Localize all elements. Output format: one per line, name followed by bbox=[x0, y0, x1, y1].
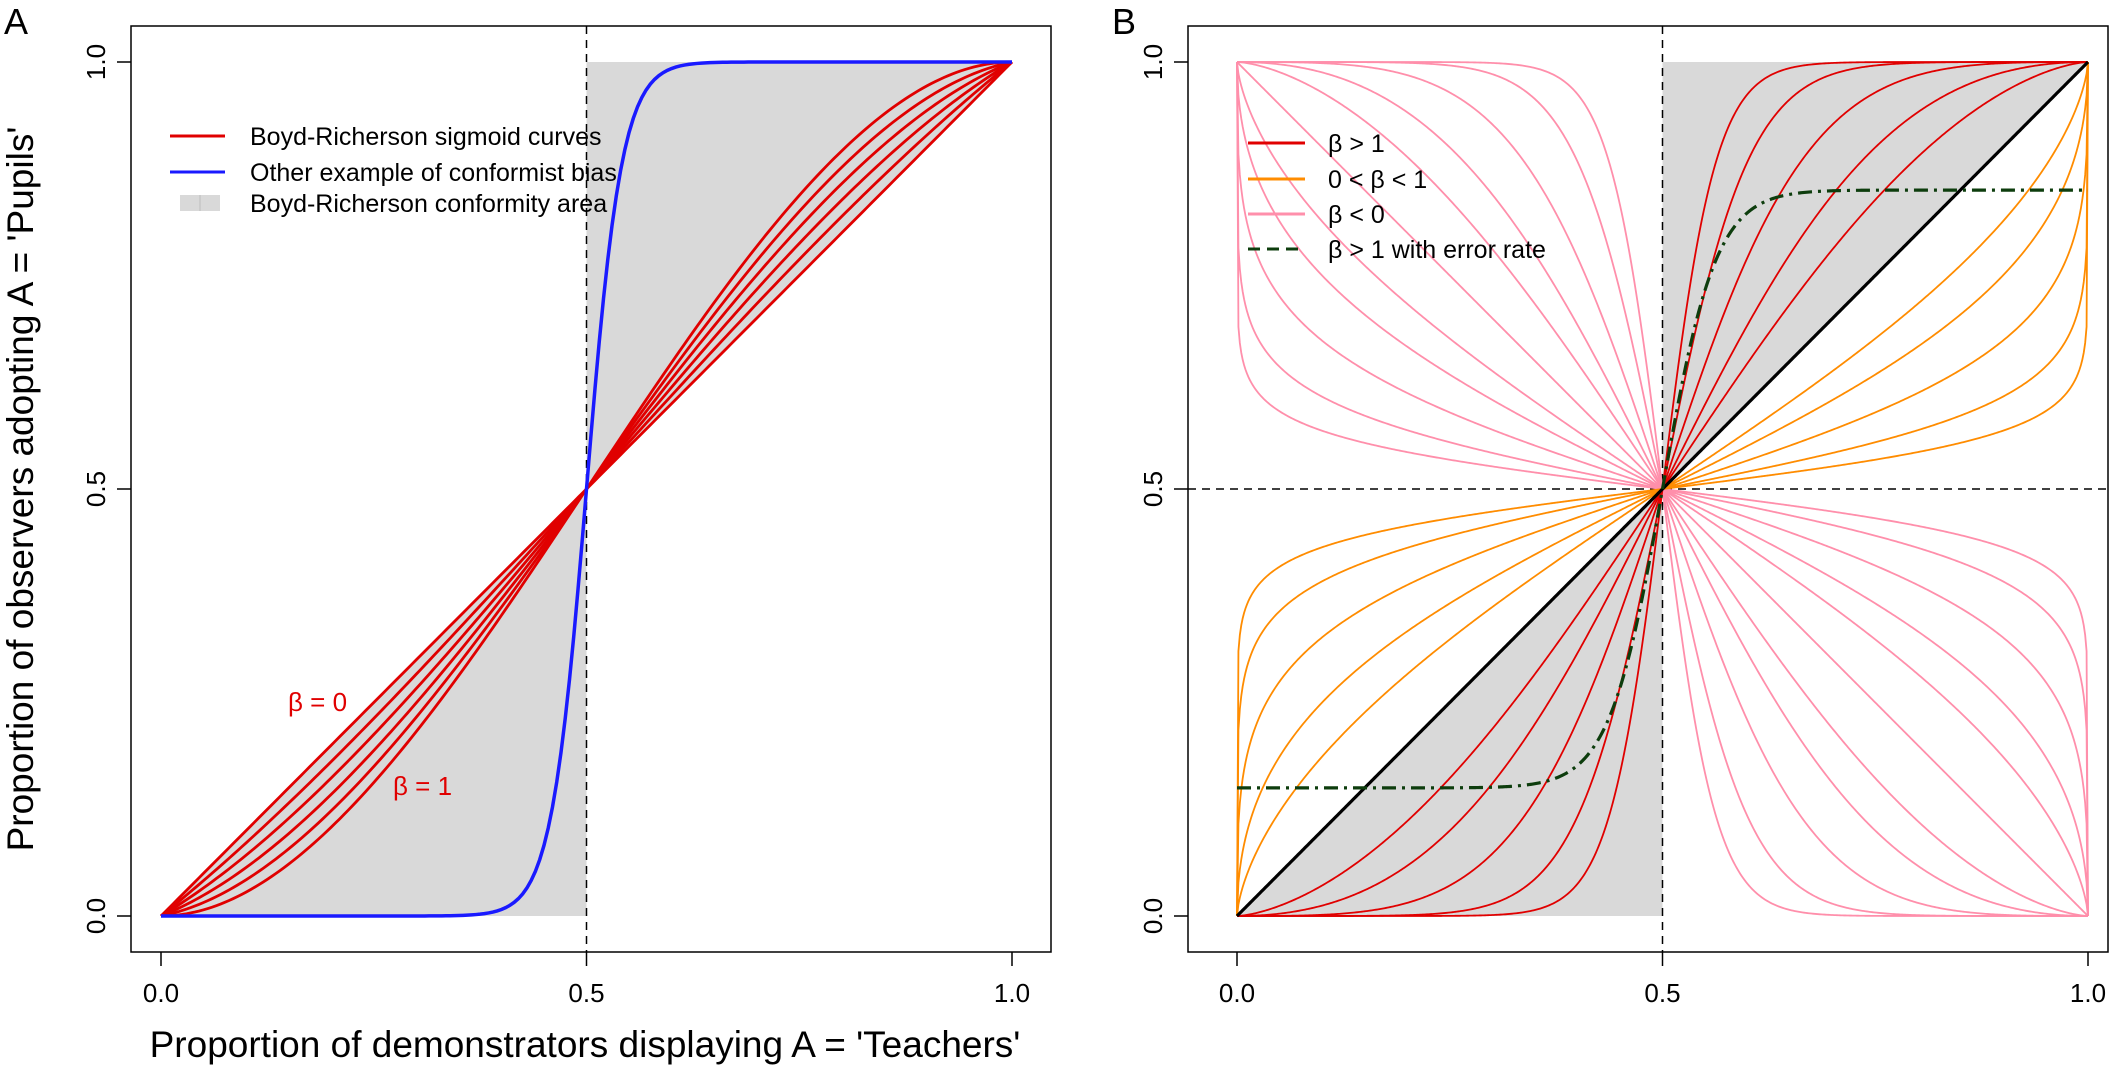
panel-b-curve bbox=[1237, 188, 2088, 790]
panel-a: A 0.0 0.0 0.5 0.5 1.0 1.0 Proportion of demon… bbox=[0, 1, 1052, 1065]
panel-b-x-tick-label: 0.5 bbox=[1644, 978, 1680, 1008]
panel-b-x-tick-label: 0.0 bbox=[1219, 978, 1255, 1008]
panel-b-y-tick-label: 0.5 bbox=[1138, 471, 1168, 507]
panel-b-ticks: 0.0 0.0 0.5 0.5 1.0 1.0 bbox=[1138, 44, 2106, 1008]
panel-b-curves bbox=[1235, 60, 2090, 918]
legend-label-error-rate: β > 1 with error rate bbox=[1328, 236, 1546, 264]
legend-label-beta-0-1: 0 < β < 1 bbox=[1328, 166, 1427, 194]
panel-b-letter: B bbox=[1112, 1, 1136, 42]
panel-b: B 0.0 0.0 0.5 0.5 1.0 1.0 β > 1 0 < β < 1 β <… bbox=[1112, 1, 2109, 1008]
annotation-beta-1: β = 1 bbox=[393, 771, 452, 801]
y-axis-title: Proportion of observers adopting A = 'Pu… bbox=[0, 127, 41, 852]
legend-label-other: Other example of conformist bias bbox=[250, 159, 617, 187]
panel-a-letter: A bbox=[4, 1, 28, 42]
panel-a-x-tick-label: 0.0 bbox=[143, 978, 179, 1008]
legend-label-sigmoid: Boyd-Richerson sigmoid curves bbox=[250, 123, 602, 151]
panel-b-y-tick-label: 0.0 bbox=[1138, 898, 1168, 934]
panel-b-legend: β > 1 0 < β < 1 β < 0 β > 1 with error r… bbox=[1248, 130, 1546, 264]
panel-b-y-tick-label: 1.0 bbox=[1138, 44, 1168, 80]
panel-a-ticks: 0.0 0.0 0.5 0.5 1.0 1.0 bbox=[81, 44, 1030, 1008]
panel-a-legend: Boyd-Richerson sigmoid curves Other exam… bbox=[170, 123, 617, 218]
legend-label-beta-lt-0: β < 0 bbox=[1328, 201, 1385, 229]
panel-a-x-tick-label: 1.0 bbox=[994, 978, 1030, 1008]
panel-a-y-tick-label: 1.0 bbox=[81, 44, 111, 80]
panel-b-x-tick-label: 1.0 bbox=[2070, 978, 2106, 1008]
legend-label-area: Boyd-Richerson conformity area bbox=[250, 190, 607, 218]
panel-a-curve bbox=[161, 60, 1012, 918]
annotation-beta-0: β = 0 bbox=[288, 687, 347, 717]
x-axis-title: Proportion of demonstrators displaying A… bbox=[150, 1024, 1021, 1065]
panel-a-x-tick-label: 0.5 bbox=[568, 978, 604, 1008]
panel-a-y-tick-label: 0.0 bbox=[81, 898, 111, 934]
panel-a-curves bbox=[160, 60, 1013, 918]
legend-label-beta-gt-1: β > 1 bbox=[1328, 130, 1385, 158]
panel-a-y-tick-label: 0.5 bbox=[81, 471, 111, 507]
